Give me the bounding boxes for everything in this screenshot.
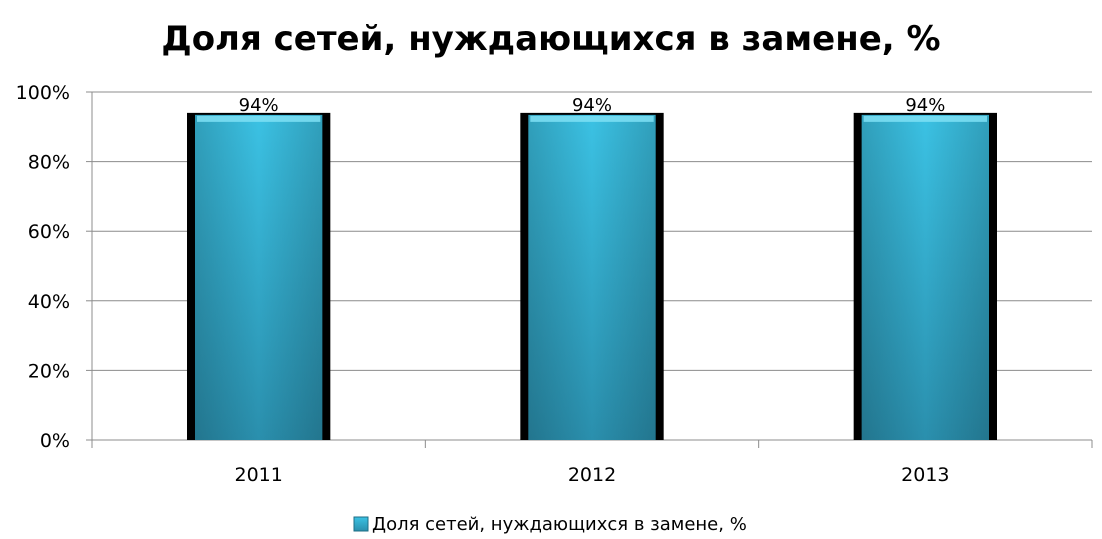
- x-tick-label: 2012: [568, 464, 616, 486]
- y-tick-label: 0%: [40, 430, 70, 452]
- data-label: 94%: [239, 95, 279, 116]
- bar-shading: [195, 114, 323, 440]
- legend-swatch: [353, 516, 369, 532]
- y-tick-label: 60%: [28, 221, 70, 243]
- bars: [187, 112, 997, 440]
- y-tick-label: 20%: [28, 360, 70, 382]
- x-tick-label: 2011: [234, 464, 282, 486]
- chart-title: Доля сетей, нуждающихся в замене, %: [161, 19, 940, 59]
- y-tick-label: 80%: [28, 152, 70, 174]
- legend-label: Доля сетей, нуждающихся в замене, %: [372, 514, 747, 535]
- bar-highlight: [863, 115, 987, 122]
- data-labels: 94% 94% 94%: [239, 95, 946, 116]
- y-axis: 0% 20% 40% 60% 80% 100%: [16, 82, 93, 452]
- bar-shading: [861, 114, 989, 440]
- data-label: 94%: [572, 95, 612, 116]
- bar-shading: [528, 114, 656, 440]
- y-tick-label: 40%: [28, 291, 70, 313]
- y-tick-label: 100%: [16, 82, 70, 104]
- x-tick-label: 2013: [901, 464, 949, 486]
- bar-highlight: [197, 115, 321, 122]
- x-axis: 2011 2012 2013: [91, 439, 1093, 486]
- data-label: 94%: [905, 95, 945, 116]
- bar-highlight: [530, 115, 654, 122]
- legend: Доля сетей, нуждающихся в замене, %: [353, 514, 747, 535]
